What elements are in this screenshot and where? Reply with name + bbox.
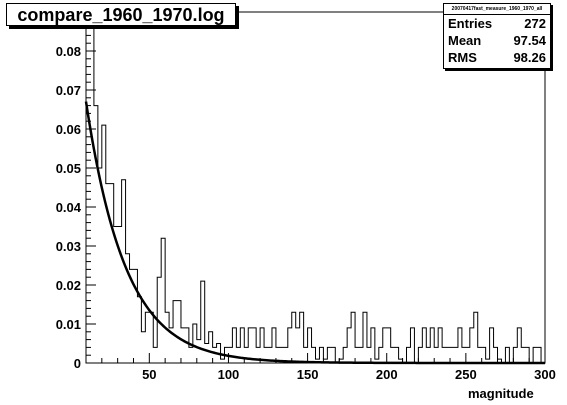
stats-rms-value: 98.26 — [513, 50, 546, 65]
y-tick-label: 0.03 — [56, 239, 81, 254]
stats-row-rms: RMS 98.26 — [444, 49, 550, 66]
y-tick-label: 0.08 — [56, 44, 81, 59]
stats-mean-label: Mean — [448, 33, 482, 48]
y-tick-label: 0.07 — [56, 83, 81, 98]
stats-entries-label: Entries — [448, 16, 493, 31]
chart-title: compare_1960_1970.log — [6, 3, 236, 26]
y-tick-label: 0.05 — [56, 161, 81, 176]
x-tick-label: 150 — [297, 367, 319, 382]
x-axis-label: magnitude — [468, 386, 534, 401]
stats-box: 20070417fast_measure_1960_1970_all Entri… — [443, 3, 551, 69]
y-tick-label: 0.01 — [56, 317, 81, 332]
x-tick-label: 50 — [142, 367, 156, 382]
x-tick-label: 200 — [376, 367, 398, 382]
stats-entries-value: 272 — [524, 16, 546, 31]
stats-rms-label: RMS — [448, 50, 477, 65]
y-tick-label: 0.04 — [56, 200, 82, 215]
x-tick-label: 300 — [534, 367, 556, 382]
stats-row-entries: Entries 272 — [444, 15, 550, 32]
y-tick-label: 0.06 — [56, 122, 81, 137]
x-tick-label: 250 — [455, 367, 477, 382]
stats-mean-value: 97.54 — [513, 33, 546, 48]
fit-curve — [84, 101, 546, 365]
stats-row-mean: Mean 97.54 — [444, 32, 550, 49]
y-tick-label: 0 — [74, 356, 81, 371]
x-tick-label: 100 — [218, 367, 240, 382]
y-tick-label: 0.02 — [56, 278, 81, 293]
histogram-series — [85, 19, 545, 364]
stats-name: 20070417fast_measure_1960_1970_all — [444, 4, 550, 15]
